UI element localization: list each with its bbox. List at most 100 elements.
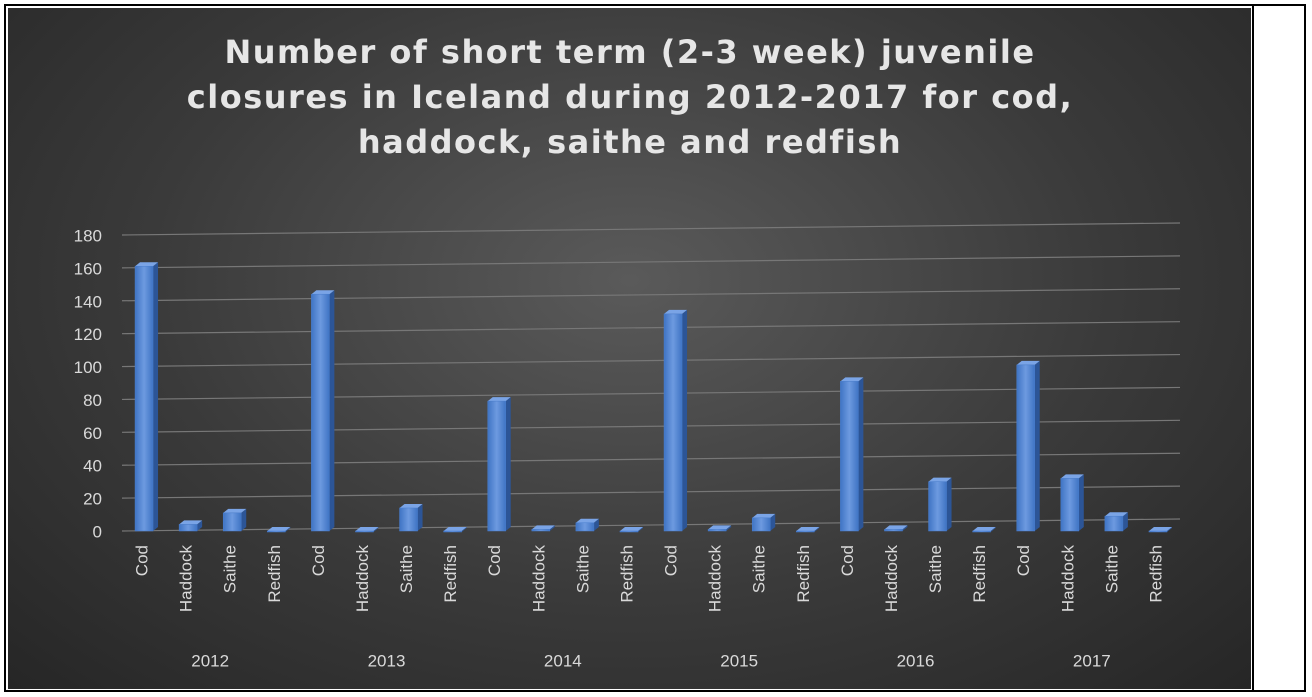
- bar-side: [858, 377, 864, 531]
- y-tick-label: 20: [83, 490, 102, 509]
- x-tick-label: Saithe: [573, 545, 592, 593]
- bar-side: [593, 518, 599, 531]
- bar-side: [241, 508, 247, 531]
- bar-side: [726, 525, 732, 531]
- bar-top: [1104, 512, 1128, 517]
- x-tick-label: Saithe: [397, 545, 416, 593]
- bar-top: [1148, 527, 1172, 531]
- bar-side: [505, 397, 511, 531]
- bar: [134, 265, 154, 532]
- group-label: 2012: [191, 651, 229, 670]
- x-tick-label: Redfish: [265, 545, 284, 603]
- bar-side: [417, 503, 423, 531]
- x-tick-label: Cod: [309, 545, 328, 576]
- bar: [707, 529, 727, 532]
- bar-side: [1078, 474, 1084, 531]
- bar: [311, 293, 330, 532]
- group-label: 2016: [897, 651, 935, 670]
- bar-side: [990, 527, 996, 532]
- y-tick-label: 100: [74, 358, 102, 377]
- bar: [928, 481, 947, 532]
- x-tick-label: Redfish: [970, 545, 989, 603]
- group-label: 2017: [1073, 651, 1111, 670]
- x-tick-label: Cod: [662, 545, 681, 576]
- table-border: [4, 4, 1306, 692]
- bar: [1060, 478, 1080, 532]
- bar: [443, 530, 462, 533]
- bar-top: [311, 290, 335, 295]
- y-tick-label: 40: [83, 457, 102, 476]
- x-tick-label: Saithe: [221, 545, 240, 593]
- y-tick-label: 0: [93, 522, 102, 541]
- grid-line: [121, 353, 1181, 368]
- cell-divider: [1252, 4, 1254, 692]
- group-label: 2015: [720, 651, 758, 670]
- bar-top: [531, 525, 555, 530]
- bar: [796, 530, 815, 533]
- bar-top: [796, 527, 820, 531]
- bar-side: [946, 477, 952, 531]
- bar-side: [153, 262, 159, 531]
- bar-top: [267, 527, 291, 531]
- bar-top: [972, 527, 996, 531]
- chart-title: Number of short term (2-3 week) juvenile…: [186, 33, 1074, 161]
- bar-top: [708, 525, 732, 530]
- x-tick-label: Haddock: [882, 545, 901, 613]
- bar-side: [902, 525, 908, 531]
- bar: [178, 524, 198, 532]
- bar-side: [1166, 527, 1172, 532]
- bar: [972, 530, 991, 533]
- x-tick-label: Cod: [485, 545, 504, 576]
- y-tick-label: 140: [74, 292, 102, 311]
- grid-line: [121, 222, 1181, 236]
- grid-line: [121, 386, 1181, 401]
- x-tick-label: Saithe: [1102, 545, 1121, 593]
- y-tick-label: 180: [74, 226, 102, 245]
- bar-top: [179, 520, 203, 525]
- x-tick-label: Cod: [133, 545, 152, 576]
- group-label: 2014: [544, 651, 582, 670]
- group-label: 2013: [368, 651, 406, 670]
- x-tick-label: Cod: [1014, 545, 1033, 576]
- bar: [399, 507, 418, 532]
- bar: [1148, 530, 1168, 533]
- bar-side: [1122, 512, 1128, 531]
- x-tick-label: Redfish: [794, 545, 813, 603]
- bar: [575, 522, 595, 532]
- bar-top: [487, 397, 511, 402]
- x-tick-label: Haddock: [353, 545, 372, 613]
- bar-top: [1060, 474, 1084, 479]
- grid-line: [121, 518, 1181, 532]
- bar-side: [285, 527, 291, 532]
- grid-line: [121, 321, 1181, 335]
- y-tick-label: 80: [83, 391, 102, 410]
- bar: [267, 530, 286, 533]
- bar-side: [549, 525, 555, 531]
- bar: [531, 529, 551, 532]
- y-tick-label: 160: [74, 259, 102, 278]
- bar-top: [1016, 360, 1040, 365]
- bar: [663, 313, 683, 532]
- bar-side: [197, 520, 203, 531]
- bar-side: [329, 290, 335, 531]
- bar-top: [355, 527, 379, 531]
- chart-background: [8, 8, 1251, 689]
- bar-top: [664, 309, 688, 314]
- x-tick-label: Redfish: [617, 545, 636, 603]
- bar-side: [682, 309, 688, 531]
- bar-top: [928, 477, 952, 482]
- grid-line: [121, 452, 1181, 466]
- grid-line: [121, 485, 1181, 499]
- bar-top: [840, 377, 864, 382]
- x-tick-label: Cod: [838, 545, 857, 576]
- bar-side: [770, 513, 776, 531]
- bar: [840, 381, 859, 532]
- bar: [1104, 515, 1124, 532]
- bar-top: [619, 527, 643, 531]
- x-tick-label: Haddock: [1058, 545, 1077, 613]
- bar: [619, 530, 639, 533]
- x-tick-label: Haddock: [529, 545, 548, 613]
- bar-side: [373, 527, 379, 532]
